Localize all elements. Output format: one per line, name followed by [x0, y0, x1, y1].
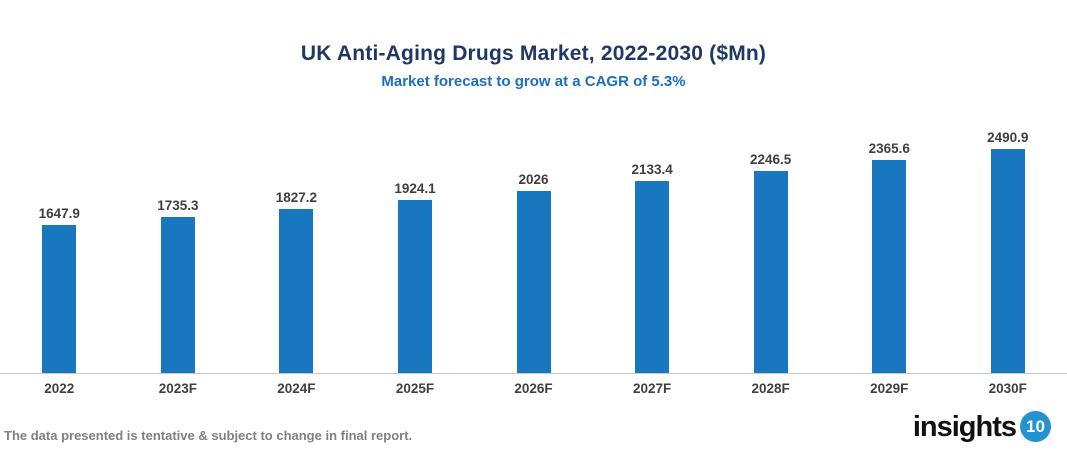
bar-column: 2133.4	[593, 162, 712, 373]
bar	[42, 224, 77, 373]
bar	[516, 190, 551, 373]
bar-value-label: 2365.6	[868, 141, 910, 157]
bar-value-label: 1827.2	[275, 189, 318, 205]
bar-column: 2246.5	[711, 152, 830, 373]
x-axis-label: 2025F	[395, 381, 435, 396]
bar-value-label: 1647.9	[38, 205, 80, 221]
x-axis-labels: 2022 2023F 2024F 2025F 2026F 2027F 2028F 2029F 2…	[0, 381, 1067, 396]
bar	[872, 160, 907, 373]
bar	[635, 181, 670, 373]
bar-column: 1647.9	[0, 206, 119, 373]
bar-value-label: 2490.9	[987, 130, 1029, 145]
bar-column: 1827.2	[237, 190, 356, 373]
insights10-logo: insights 10	[913, 411, 1051, 442]
bar-value-label: 2026	[518, 171, 549, 187]
bar-value-label: 2246.5	[750, 152, 792, 167]
chart-header: UK Anti-Aging Drugs Market, 2022-2030 ($…	[0, 0, 1067, 93]
bar-column: 1924.1	[356, 181, 475, 373]
bar-column: 2490.9	[949, 130, 1067, 373]
disclaimer-note: The data presented is tentative & subjec…	[4, 428, 413, 443]
bar	[160, 216, 195, 373]
x-axis-label: 2030F	[988, 381, 1027, 396]
bar	[990, 149, 1025, 373]
x-axis-label: 2027F	[632, 381, 672, 396]
logo-badge-circle-icon: 10	[1020, 411, 1051, 442]
bar	[753, 171, 788, 373]
x-axis-label: 2029F	[870, 381, 909, 396]
x-axis-label: 2023F	[158, 381, 197, 396]
x-axis-label: 2028F	[751, 381, 790, 396]
bar-value-label: 1924.1	[394, 181, 436, 196]
bar-column: 2026	[474, 172, 593, 373]
bar-column: 1735.3	[119, 198, 238, 373]
bar-column: 2365.6	[830, 141, 949, 373]
x-axis-label: 2022	[44, 381, 75, 396]
bar	[279, 208, 314, 373]
bar-chart-plot-area: 1647.9 1735.3 1827.2 1924.1 2026 2133.4 2246.5…	[0, 118, 1067, 374]
logo-wordmark: insights	[912, 410, 1017, 443]
x-axis-label: 2026F	[514, 381, 553, 396]
chart-subtitle: Market forecast to grow at a CAGR of 5.3…	[381, 73, 686, 90]
bar-value-label: 1735.3	[157, 197, 199, 213]
x-axis-label: 2024F	[277, 381, 316, 396]
chart-title: UK Anti-Aging Drugs Market, 2022-2030 ($…	[300, 42, 767, 65]
bar	[397, 200, 432, 373]
bar-value-label: 2133.4	[631, 162, 673, 178]
